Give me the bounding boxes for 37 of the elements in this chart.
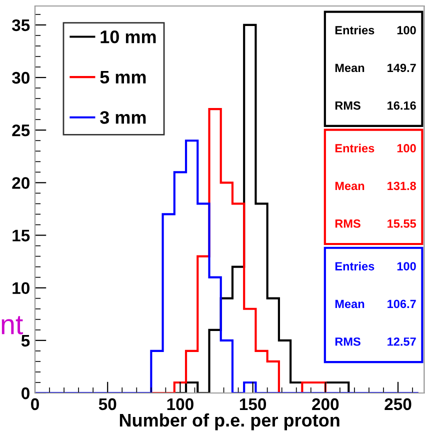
annotation: Mean [335,300,364,308]
y-tick-label: 0 [22,387,30,400]
y-tick-label: 15 [12,230,30,242]
annotation: RMS [335,219,360,228]
annotation: 100 [397,26,416,34]
x-tick-label: 250 [384,398,412,410]
annotation: RMS [335,101,360,110]
annotation: Entries [335,144,374,152]
annotation: 106.7 [388,300,416,308]
x-tick-label: 150 [240,398,266,410]
y-tick-label: 30 [12,72,30,84]
y-tick-label: 10 [12,282,30,294]
x-axis-title: Number of p.e. per proton [120,413,340,430]
y-tick-label: 20 [12,177,30,189]
annotation: 149.7 [388,64,416,72]
annotation: 15.55 [388,220,416,228]
x-tick-label: 200 [312,398,339,410]
annotation: 12.57 [388,337,416,346]
legend-label: 10 mm [100,30,156,44]
x-tick-label: 0 [31,398,39,410]
annotation: Mean [335,64,364,72]
annotation: Entries [335,26,374,34]
annotation: Entries [335,262,374,270]
annotation: Mean [335,182,364,190]
legend-label: 5 mm [100,70,146,84]
x-tick-label: 50 [98,398,116,410]
text: nt [2,316,23,334]
legend-label: 3 mm [100,111,146,124]
y-tick-label: 35 [12,19,30,32]
y-tick-label: 5 [21,334,30,347]
annotation: 131.8 [388,182,416,190]
y-tick-label: 25 [12,124,30,136]
annotation: 100 [397,144,416,152]
annotation: 16.16 [388,101,416,110]
x-tick-label: 100 [167,398,194,410]
annotation: 100 [397,262,416,270]
annotation: RMS [335,337,360,346]
